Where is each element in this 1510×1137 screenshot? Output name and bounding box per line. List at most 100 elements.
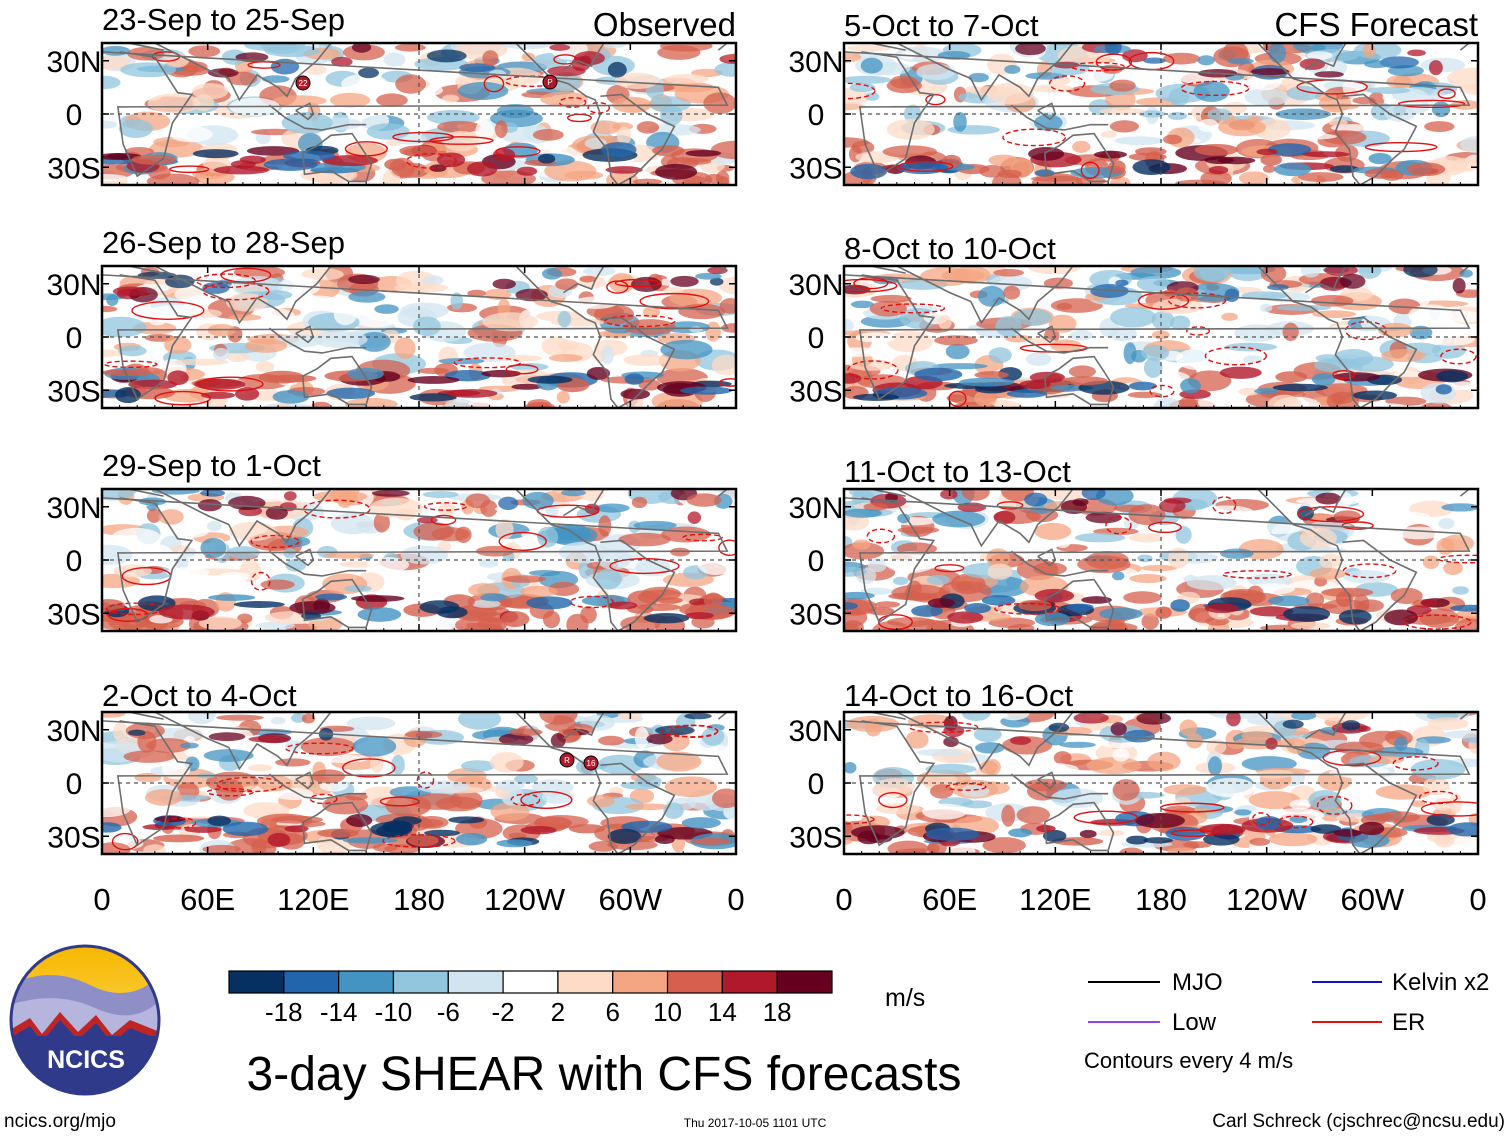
footer-site: ncics.org/mjo — [4, 1111, 116, 1132]
y-tick-label: 30S — [47, 375, 100, 408]
panel-forecast-3: 11-Oct to 13-Oct — [842, 454, 1480, 633]
panel-forecast-2: 8-Oct to 10-Oct — [842, 231, 1480, 410]
y-tick-label: 30N — [46, 269, 101, 302]
y-tick-label: 30S — [47, 152, 100, 185]
logo-text: NCICS — [47, 1046, 125, 1074]
shear-map — [100, 710, 738, 856]
y-tick-label: 30N — [788, 46, 843, 79]
y-tick-label: 0 — [808, 545, 825, 578]
y-tick-label: 0 — [66, 322, 83, 355]
x-tick-label: 60E — [922, 882, 977, 917]
y-tick-label: 30S — [789, 821, 842, 854]
x-tick-label: 0 — [1469, 882, 1486, 917]
footer-credit: Carl Schreck (cjschrec@ncsu.edu) — [1212, 1111, 1505, 1132]
svg-text:22: 22 — [299, 79, 308, 88]
y-tick-label: 30N — [788, 269, 843, 302]
x-tick-label: 60E — [180, 882, 235, 917]
y-tick-label: 0 — [66, 545, 83, 578]
axis-labels: 30N 0 30S 30N 0 30S 30N 0 30S 30N 0 30S 30N 0 30S 30N 0 3… — [46, 46, 1486, 917]
legend-item-low: Low — [1088, 1009, 1217, 1036]
x-tick-label: 60W — [1340, 882, 1404, 917]
colorbar-swatch — [776, 970, 833, 994]
colorbar-swatch — [447, 970, 504, 994]
y-tick-label: 0 — [808, 99, 825, 132]
x-tick-label: 0 — [835, 882, 852, 917]
svg-text:Low: Low — [1172, 1009, 1217, 1036]
legend-item-er: ER — [1312, 1009, 1425, 1036]
colorbar-tick-label: 2 — [551, 997, 565, 1027]
chart-title: 3-day SHEAR with CFS forecasts — [247, 1048, 962, 1101]
x-tick-label: 180 — [393, 882, 445, 917]
storm-marker: R — [559, 752, 575, 768]
colorbar-swatch — [502, 970, 559, 994]
storm-marker: 16 — [583, 755, 599, 771]
forecast-label: CFS Forecast — [1274, 6, 1478, 43]
storm-marker: 22 — [295, 75, 311, 91]
colorbar-swatch — [557, 970, 614, 994]
y-tick-label: 30N — [788, 492, 843, 525]
y-tick-label: 30S — [789, 152, 842, 185]
shear-map — [842, 264, 1480, 410]
y-tick-label: 30N — [46, 46, 101, 79]
colorbar-tick-label: -2 — [492, 997, 515, 1027]
svg-text:P: P — [547, 78, 552, 87]
shear-map — [842, 710, 1480, 856]
footer-timestamp: Thu 2017-10-05 1101 UTC — [684, 1116, 827, 1130]
colorbar-tick-label: 18 — [763, 997, 792, 1027]
panel-period-label: 14-Oct to 16-Oct — [844, 678, 1074, 713]
panel-period-label: 8-Oct to 10-Oct — [844, 231, 1056, 266]
panel-observed-4: 2-Oct to 4-Oct R 16 — [100, 678, 738, 856]
colorbar: -18 -14 -10 -6 -2 2 6 10 14 18 — [228, 970, 833, 1027]
colorbar-tick-label: 10 — [653, 997, 682, 1027]
wave-legend: MJO Low Kelvin x2 ER Contours every 4 m/… — [1084, 969, 1489, 1073]
colorbar-tick-label: 14 — [708, 997, 737, 1027]
x-tick-label: 180 — [1135, 882, 1187, 917]
panel-forecast-4: 14-Oct to 16-Oct — [842, 678, 1480, 856]
colorbar-swatch — [283, 970, 340, 994]
colorbar-tick-label: -6 — [437, 997, 460, 1027]
storm-markers: 22 P — [295, 74, 558, 91]
colorbar-swatch — [228, 970, 285, 994]
svg-text:16: 16 — [587, 759, 596, 768]
x-tick-label: 60W — [598, 882, 662, 917]
contour-note: Contours every 4 m/s — [1084, 1048, 1293, 1073]
colorbar-swatch — [392, 970, 449, 994]
colorbar-swatch — [666, 970, 723, 994]
panel-period-label: 2-Oct to 4-Oct — [102, 678, 297, 713]
shear-map — [842, 41, 1480, 187]
x-tick-label: 120E — [277, 882, 349, 917]
colorbar-swatch — [612, 970, 669, 994]
panel-forecast-1: 5-Oct to 7-Oct — [842, 8, 1480, 187]
shear-map — [100, 41, 738, 187]
storm-marker: P — [542, 74, 558, 90]
colorbar-tick-label: -10 — [375, 997, 413, 1027]
colorbar-swatch — [338, 970, 395, 994]
panel-observed-2: 26-Sep to 28-Sep — [100, 225, 738, 410]
colorbar-swatch — [721, 970, 778, 994]
colorbar-tick-label: 6 — [605, 997, 619, 1027]
panel-period-label: 23-Sep to 25-Sep — [102, 2, 345, 37]
y-tick-label: 30N — [46, 715, 101, 748]
shear-map — [842, 487, 1480, 633]
panel-period-label: 29-Sep to 1-Oct — [102, 448, 321, 483]
panel-period-label: 11-Oct to 13-Oct — [844, 454, 1071, 489]
shear-map — [100, 264, 738, 410]
y-tick-label: 30N — [46, 492, 101, 525]
shear-map — [100, 487, 738, 633]
y-tick-label: 30S — [47, 598, 100, 631]
legend-item-mjo: MJO — [1088, 969, 1223, 996]
x-tick-label: 0 — [727, 882, 744, 917]
ncics-logo: NCICS — [9, 944, 161, 1096]
y-tick-label: 30N — [788, 715, 843, 748]
x-tick-label: 0 — [93, 882, 110, 917]
observed-label: Observed — [593, 6, 736, 43]
y-tick-label: 0 — [808, 322, 825, 355]
panel-observed-1: 23-Sep to 25-Sep 22 P — [100, 2, 738, 187]
y-tick-label: 0 — [66, 768, 83, 801]
svg-text:R: R — [564, 756, 570, 765]
x-tick-label: 120W — [484, 882, 566, 917]
svg-text:MJO: MJO — [1172, 969, 1223, 996]
y-tick-label: 0 — [66, 99, 83, 132]
svg-text:Kelvin x2: Kelvin x2 — [1392, 969, 1489, 996]
colorbar-tick-label: -14 — [320, 997, 358, 1027]
